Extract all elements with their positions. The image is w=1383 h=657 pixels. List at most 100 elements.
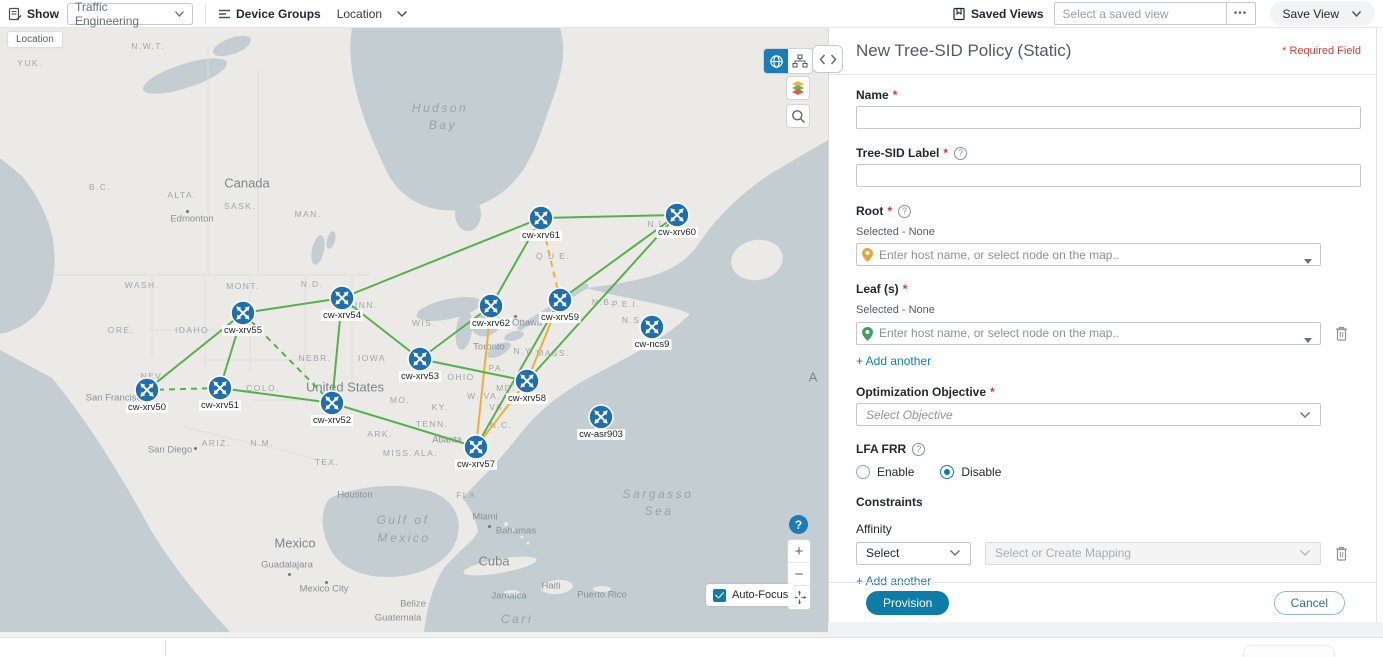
saved-view-input[interactable] [1054, 2, 1226, 25]
map-geo-label: N.Y. [513, 346, 534, 356]
auto-focus-toggle[interactable]: Auto-Focus [706, 584, 795, 606]
help-icon[interactable]: ? [954, 147, 967, 160]
layers-icon [790, 80, 806, 96]
map-geo-label: B.C. [89, 182, 111, 192]
tree-sid-label-input[interactable] [856, 164, 1361, 187]
leaf-host-input[interactable] [856, 322, 1321, 345]
layers-button[interactable] [786, 76, 810, 100]
leaf-add-another-link[interactable]: + Add another [856, 354, 931, 368]
map-geo-label: ARK. [367, 429, 392, 439]
collapse-left-icon[interactable] [817, 54, 828, 65]
map-node-cw-xrv51[interactable]: cw-xrv51 [207, 375, 233, 406]
show-filter-value: Traffic Engineering [75, 0, 174, 28]
combo-caret-icon[interactable] [1304, 253, 1312, 267]
map-node-cw-xrv50[interactable]: cw-xrv50 [134, 377, 160, 408]
map-geo-label: Q U E. [536, 251, 570, 261]
node-label: cw-xrv57 [455, 459, 497, 470]
map-geo-label: WIS. [412, 318, 436, 328]
root-host-input[interactable] [856, 243, 1321, 266]
combo-caret-icon[interactable] [1304, 332, 1312, 346]
map-geo-label: A [809, 370, 818, 385]
required-star: * [893, 88, 898, 102]
map-node-cw-xrv58[interactable]: cw-xrv58 [514, 368, 540, 399]
map-geo-label: Cari [501, 612, 533, 626]
affinity-delete-button[interactable] [1329, 541, 1353, 565]
map-node-cw-xrv62[interactable]: cw-xrv62 [478, 293, 504, 324]
logical-view-button[interactable] [788, 49, 812, 73]
page-title: New Tree-SID Policy (Static) [856, 41, 1282, 61]
chevron-down-icon[interactable] [396, 10, 408, 18]
map-node-cw-xrv53[interactable]: cw-xrv53 [407, 346, 433, 377]
geo-view-button[interactable] [764, 49, 788, 73]
map-node-cw-xrv52[interactable]: cw-xrv52 [319, 390, 345, 421]
node-label: cw-xrv51 [199, 400, 241, 411]
router-icon [407, 346, 433, 372]
map-node-cw-xrv61[interactable]: cw-xrv61 [528, 205, 554, 236]
map-geo-label: TENN. [416, 419, 449, 429]
chevron-down-icon [174, 10, 185, 18]
optimization-objective-select[interactable]: Select Objective [856, 403, 1321, 426]
lfa-disable-radio[interactable] [940, 465, 954, 479]
auto-focus-checkbox[interactable] [713, 589, 726, 602]
lfa-enable-label: Enable [877, 465, 914, 479]
affinity-type-select[interactable]: Select [856, 542, 971, 565]
lfa-enable-radio[interactable] [856, 465, 870, 479]
affinity-mapping-select[interactable]: Select or Create Mapping [985, 542, 1321, 565]
collapse-right-icon[interactable] [828, 54, 839, 65]
map-geo-label: Sea [645, 504, 674, 518]
lfa-enable-option[interactable]: Enable [856, 465, 914, 479]
node-label: cw-xrv60 [656, 227, 698, 238]
location-badge: Location [8, 32, 62, 47]
saved-views-more-button[interactable]: ••• [1226, 2, 1256, 25]
root-selected-status: Selected - None [856, 226, 1361, 238]
cancel-button[interactable]: Cancel [1274, 591, 1345, 615]
map-geo-label: MISS. [383, 448, 413, 458]
location-dropdown-label[interactable]: Location [337, 7, 382, 21]
device-groups-icon [218, 8, 231, 20]
map-geo-label: Cuba [478, 554, 509, 569]
map-node-cw-xrv57[interactable]: cw-xrv57 [463, 434, 489, 465]
map-node-cw-xrv54[interactable]: cw-xrv54 [329, 285, 355, 316]
map-city-dot [514, 315, 517, 318]
bottom-partial-button[interactable] [1243, 645, 1335, 657]
map-search-button[interactable] [786, 104, 810, 128]
lfa-disable-label: Disable [961, 465, 1001, 479]
map-node-cw-ncs9[interactable]: cw-ncs9 [639, 314, 665, 345]
provision-button[interactable]: Provision [866, 591, 949, 615]
panel-bottom-gap [828, 622, 1383, 637]
tree-sid-label-label: Tree-SID Label* ? [856, 146, 1361, 160]
map-help-button[interactable]: ? [789, 515, 808, 534]
map-geo-label: Mexico [377, 531, 430, 545]
router-icon [134, 377, 160, 403]
map-node-cw-asr903[interactable]: cw-asr903 [588, 404, 614, 435]
required-star: * [990, 385, 995, 399]
node-label: cw-xrv61 [520, 230, 562, 241]
node-label: cw-ncs9 [633, 339, 672, 350]
map-geo-label: N.C. [490, 420, 513, 430]
zoom-out-button[interactable]: − [788, 563, 810, 586]
zoom-in-button[interactable]: + [788, 540, 810, 563]
leaf-delete-button[interactable] [1329, 321, 1353, 345]
name-input[interactable] [856, 106, 1361, 129]
lfa-disable-option[interactable]: Disable [940, 465, 1001, 479]
required-field-note: * Required Field [1282, 45, 1361, 57]
show-filter-dropdown[interactable]: Traffic Engineering [67, 3, 193, 25]
map-node-cw-xrv59[interactable]: cw-xrv59 [547, 287, 573, 318]
map-geo-label: N.W.T. [131, 41, 164, 51]
map-node-cw-xrv60[interactable]: cw-xrv60 [664, 202, 690, 233]
map-node-cw-xrv55[interactable]: cw-xrv55 [230, 300, 256, 331]
required-star: * [943, 146, 948, 160]
help-icon[interactable]: ? [912, 443, 925, 456]
map-geo-label: VA. [489, 402, 506, 412]
help-icon[interactable]: ? [898, 205, 911, 218]
map-geo-label: N.D. [301, 279, 324, 289]
save-view-button[interactable]: Save View [1270, 1, 1375, 26]
router-icon [639, 314, 665, 340]
toolbar-divider [205, 4, 206, 24]
map-geo-label: TEX. [315, 457, 340, 467]
saved-views-label: Saved Views [971, 7, 1044, 21]
map-geo-label: Mexico [274, 536, 315, 551]
show-icon [8, 7, 22, 21]
map-geo-label: United States [306, 380, 384, 395]
